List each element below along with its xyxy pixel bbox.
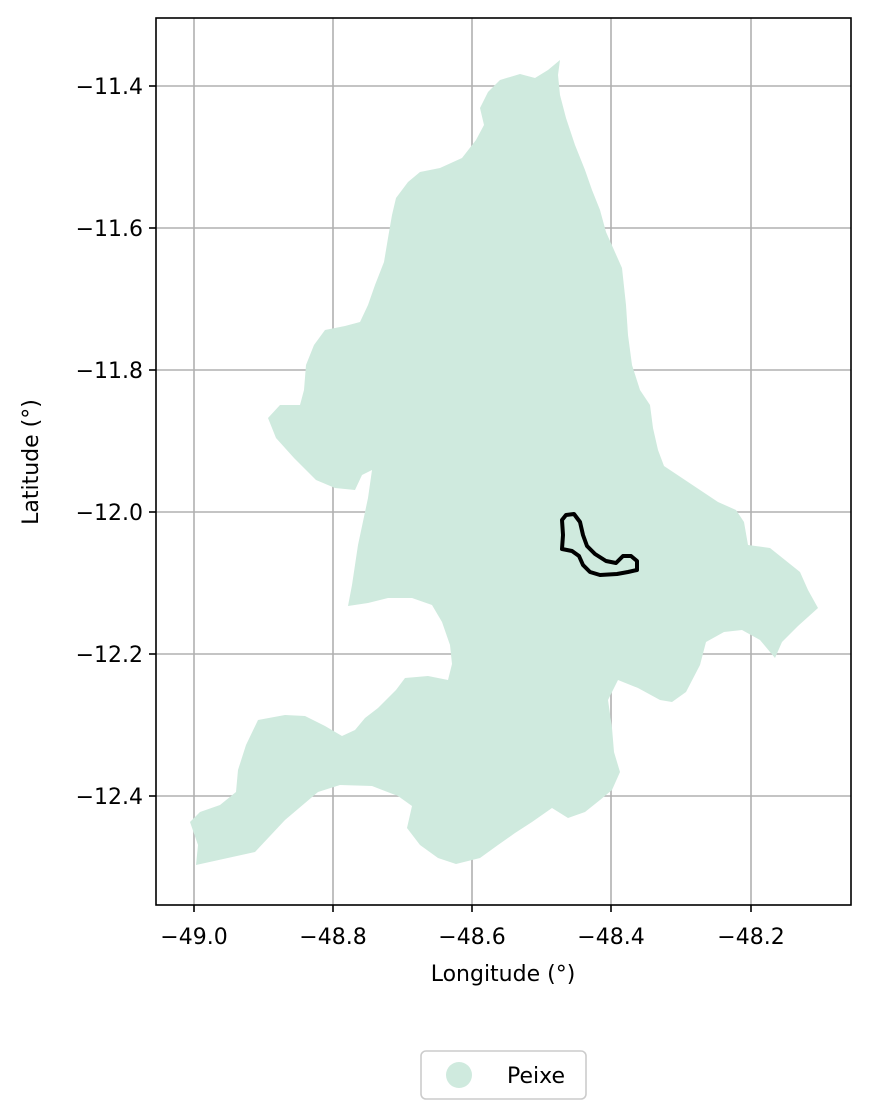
y-axis-label: Latitude (°) <box>19 399 44 525</box>
y-tick-label: −12.2 <box>76 643 143 668</box>
x-axis-label: Longitude (°) <box>431 962 576 987</box>
y-tick-label: −12.0 <box>76 501 143 526</box>
y-tick-label: −12.4 <box>76 785 143 810</box>
x-tick-label: −48.2 <box>717 925 784 950</box>
legend-marker-peixe <box>446 1062 472 1088</box>
y-tick-label: −11.8 <box>76 359 143 384</box>
y-tick-labels: −11.4 −11.6 −11.8 −12.0 −12.2 −12.4 <box>76 75 143 810</box>
x-tick-labels: −49.0 −48.8 −48.6 −48.4 −48.2 <box>160 925 784 950</box>
legend: Peixe <box>420 1050 587 1100</box>
y-tick-label: −11.6 <box>76 217 143 242</box>
tick-marks <box>149 85 752 912</box>
x-tick-label: −49.0 <box>160 925 227 950</box>
x-tick-label: −48.6 <box>438 925 505 950</box>
plot-frame <box>155 17 852 906</box>
y-tick-label: −11.4 <box>76 75 143 100</box>
outline-highlight-area <box>560 512 639 577</box>
region-peixe <box>190 60 818 865</box>
x-tick-label: −48.4 <box>577 925 644 950</box>
legend-label-peixe: Peixe <box>507 1064 565 1089</box>
x-tick-label: −48.8 <box>299 925 366 950</box>
